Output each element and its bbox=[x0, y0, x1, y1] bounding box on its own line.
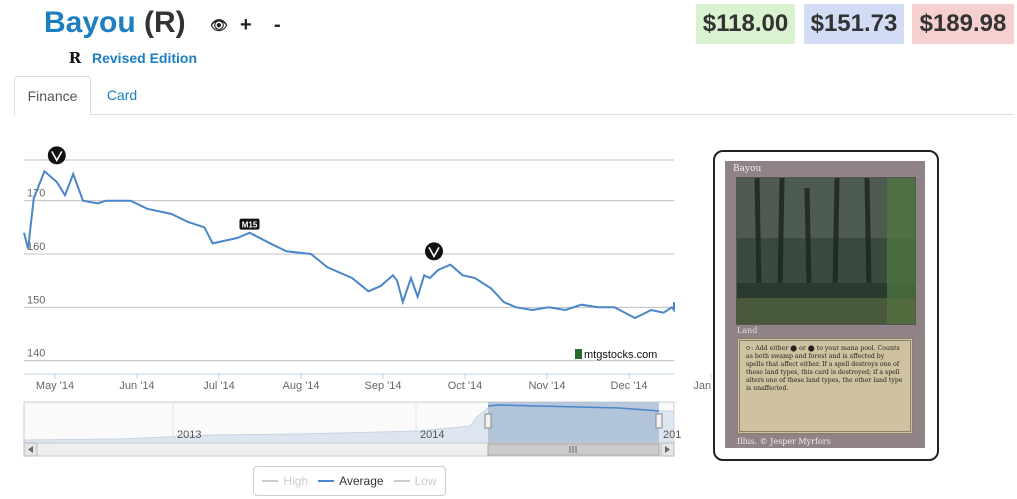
card-illustrator: Illus. © Jesper Myrfors bbox=[737, 437, 831, 446]
x-tick-label: Sep '14 bbox=[365, 380, 402, 392]
legend-item-average[interactable]: Average bbox=[318, 474, 384, 488]
navigator-left-handle[interactable] bbox=[484, 413, 492, 429]
chart-legend: High Average Low bbox=[253, 466, 446, 496]
remove-icon[interactable]: - bbox=[274, 14, 281, 36]
x-tick-label: May '14 bbox=[36, 380, 74, 392]
arrow-right-icon bbox=[665, 446, 670, 453]
set-row: R Revised Edition bbox=[68, 48, 197, 68]
navigator-selection[interactable] bbox=[488, 402, 659, 443]
average-price-line bbox=[23, 169, 675, 320]
card-artwork bbox=[736, 177, 916, 325]
price-high: $189.98 bbox=[912, 4, 1014, 44]
x-tick-label: Jul '14 bbox=[203, 380, 234, 392]
card-rarity: (R) bbox=[144, 6, 186, 39]
tab-bar: Finance Card bbox=[14, 76, 1014, 116]
y-tick-label: 160 bbox=[27, 241, 45, 253]
x-tick-label: Nov '14 bbox=[529, 380, 566, 392]
set-icon-1[interactable] bbox=[47, 146, 66, 165]
legend-swatch bbox=[318, 480, 335, 482]
mtgstocks-watermark: mtgstocks.com bbox=[584, 349, 657, 361]
legend-label: Average bbox=[339, 474, 384, 488]
price-average-value: $151.73 bbox=[810, 10, 898, 37]
card-type-line: Land bbox=[737, 326, 758, 335]
x-tick-label: Dec '14 bbox=[611, 380, 648, 392]
x-tick-label: Oct '14 bbox=[448, 380, 483, 392]
y-tick-label: 140 bbox=[27, 348, 45, 360]
navigator-label: 2014 bbox=[420, 429, 444, 441]
card-image: Bayou Land ⟳: Add either ⬤ or ⬤ to your … bbox=[725, 161, 925, 448]
tab-finance[interactable]: Finance bbox=[14, 76, 91, 116]
card-rules-text: ⟳: Add either ⬤ or ⬤ to your mana pool. … bbox=[737, 338, 913, 434]
legend-swatch bbox=[393, 480, 410, 482]
legend-item-low[interactable]: Low bbox=[393, 474, 437, 488]
marker-label: M15 bbox=[242, 221, 258, 230]
set-symbol-icon: R bbox=[68, 49, 82, 67]
set-name-link[interactable]: Revised Edition bbox=[92, 50, 198, 66]
chart-navigator[interactable]: 2013 2014 201 bbox=[23, 401, 681, 444]
mtgstocks-logo-icon bbox=[575, 349, 582, 359]
card-name: Bayou bbox=[44, 6, 136, 39]
m15-set-icon[interactable]: M15 bbox=[239, 218, 260, 230]
legend-label: Low bbox=[414, 474, 437, 488]
card-image-frame: Bayou Land ⟳: Add either ⬤ or ⬤ to your … bbox=[713, 150, 939, 461]
add-icon[interactable]: + bbox=[240, 14, 252, 36]
price-low: $118.00 bbox=[696, 4, 795, 44]
chart-scrollbar[interactable] bbox=[23, 442, 675, 457]
x-tick-label: Aug '14 bbox=[283, 380, 320, 392]
legend-label: High bbox=[283, 474, 309, 488]
price-average: $151.73 bbox=[804, 4, 904, 44]
x-tick-label: Jun '14 bbox=[119, 380, 154, 392]
navigator-right-handle[interactable] bbox=[655, 413, 663, 429]
eye-icon[interactable]: 👁 bbox=[210, 17, 228, 33]
navigator-label: 2013 bbox=[177, 429, 201, 441]
card-title: Bayou (R) bbox=[44, 6, 186, 40]
tab-card[interactable]: Card bbox=[106, 87, 138, 103]
swamp-forest-artwork bbox=[737, 178, 915, 324]
price-high-value: $189.98 bbox=[919, 10, 1007, 37]
price-low-value: $118.00 bbox=[702, 10, 789, 37]
y-tick-label: 150 bbox=[27, 294, 45, 306]
khans-set-icon[interactable] bbox=[425, 242, 443, 261]
navigator-label: 201 bbox=[663, 429, 681, 441]
arrow-left-icon bbox=[28, 446, 33, 453]
legend-item-high[interactable]: High bbox=[262, 474, 308, 488]
legend-swatch bbox=[262, 480, 279, 482]
card-image-name: Bayou bbox=[733, 164, 762, 174]
